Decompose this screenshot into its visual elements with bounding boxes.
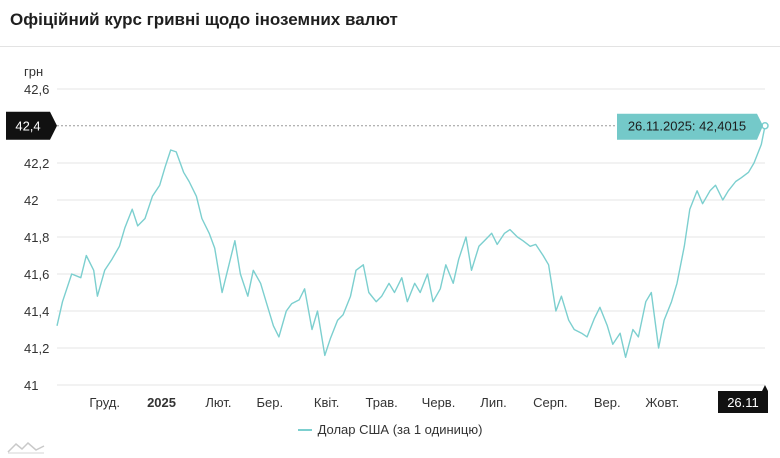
x-tick-label: Лип. [480, 395, 506, 410]
legend-label: Долар США (за 1 одиницю) [317, 422, 483, 437]
y-tick-label: 42,6 [24, 82, 49, 97]
series-line [56, 125, 766, 358]
gridlines [57, 88, 765, 386]
x-tick-label: Бер. [256, 395, 283, 410]
x-tick-label: Жовт. [645, 395, 679, 410]
y-axis: грн 42,6 42,2 42 41,8 41,6 41,4 41,2 41 [24, 64, 49, 393]
series-layer [56, 125, 766, 358]
legend[interactable]: Долар США (за 1 одиницю) [0, 422, 780, 437]
x-tick-label: Квіт. [314, 395, 340, 410]
annotation-layer: 42,4 26.11 26.11.2025: 42,4015 [6, 111, 769, 413]
y-axis-badge [6, 111, 57, 140]
tooltip-box [617, 113, 763, 140]
page-title: Офіційний курс гривні щодо іноземних вал… [10, 10, 398, 29]
y-axis-label: грн [24, 64, 43, 79]
x-tick-label: Лют. [205, 395, 231, 410]
x-axis-badge [718, 385, 768, 413]
legend-swatch [297, 428, 312, 431]
brand-logo-icon [7, 441, 45, 454]
x-tick-label: Серп. [533, 395, 568, 410]
x-axis-badge-label: 26.11 [727, 395, 759, 410]
tooltip-label: 26.11.2025: 42,4015 [628, 119, 746, 134]
y-tick-label: 41 [24, 378, 38, 393]
x-tick-label: Черв. [422, 395, 456, 410]
y-tick-label: 41,8 [24, 230, 49, 245]
x-tick-label: Груд. [89, 395, 120, 410]
y-tick-label: 41,2 [24, 341, 49, 356]
title-divider [0, 46, 780, 47]
x-tick-label: Трав. [366, 395, 398, 410]
y-tick-label: 41,6 [24, 267, 49, 282]
y-tick-label: 42 [24, 193, 38, 208]
y-tick-label: 42,2 [24, 156, 49, 171]
line-chart[interactable]: грн 42,6 42,2 42 41,8 41,6 41,4 41,2 41 Груд. 202… [0, 0, 780, 420]
x-tick-label: 2025 [147, 395, 176, 410]
x-tick-label: Вер. [594, 395, 621, 410]
y-tick-label: 41,4 [24, 304, 49, 319]
x-axis: Груд. 2025 Лют. Бер. Квіт. Трав. Черв. Лип. Серп… [89, 395, 679, 410]
y-axis-badge-label: 42,4 [15, 119, 40, 134]
